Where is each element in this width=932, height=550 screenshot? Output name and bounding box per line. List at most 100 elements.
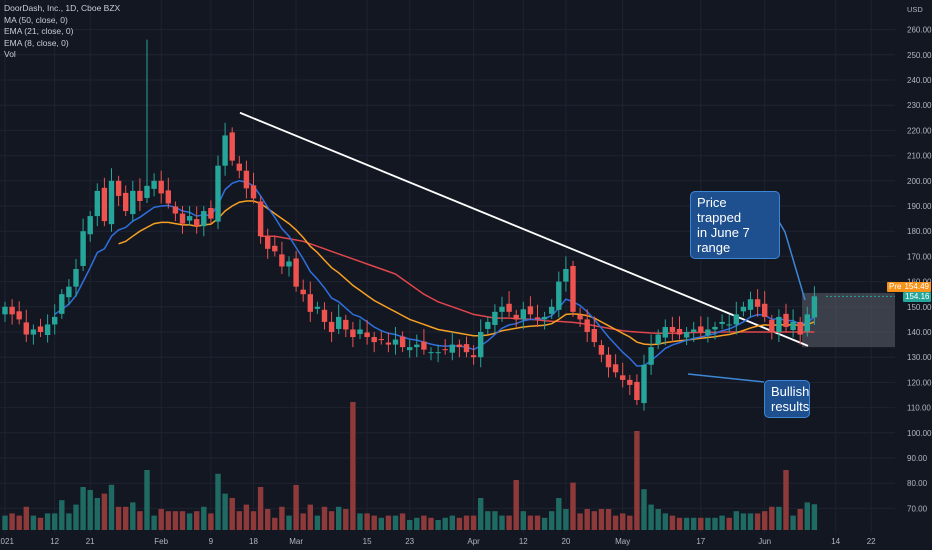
- candle-body: [740, 306, 747, 312]
- candle-body: [399, 336, 406, 348]
- candle-body: [591, 328, 597, 343]
- volume-bar: [59, 500, 65, 530]
- candle: [421, 328, 427, 355]
- legend-ma50: MA (50, close, 0): [4, 14, 68, 25]
- volume-bar: [804, 502, 810, 530]
- volume-bar: [137, 511, 143, 530]
- candle-body: [101, 187, 108, 222]
- candle: [527, 296, 534, 320]
- date-tick-label: 22: [867, 537, 876, 546]
- pre-value: 154.49: [904, 282, 929, 291]
- candle-body: [371, 337, 377, 343]
- candle-body: [719, 321, 725, 324]
- volume-bar: [762, 511, 768, 530]
- candle-body: [541, 316, 548, 320]
- candle: [534, 304, 541, 327]
- candle: [66, 279, 72, 305]
- candle-body: [527, 306, 534, 315]
- candle-body: [605, 354, 612, 368]
- price-axis: USD 70.00 80.00 90.00 100.00 110.00 120.00 130.…: [907, 5, 932, 513]
- volume-bar: [158, 509, 164, 530]
- candle: [428, 347, 434, 361]
- candle-body: [641, 364, 647, 404]
- candle-body: [328, 321, 335, 332]
- candle: [158, 170, 164, 204]
- candle-body: [279, 254, 285, 267]
- callout-range-pointer: [777, 219, 806, 301]
- volume-bar: [449, 515, 455, 530]
- candle: [215, 155, 221, 230]
- candle-body: [300, 289, 306, 295]
- candle-body: [392, 339, 399, 345]
- volume-bar: [541, 517, 548, 530]
- candle-body: [30, 329, 37, 335]
- candle-body: [222, 135, 228, 166]
- candle: [265, 228, 271, 259]
- legend-ema8: EMA (8, close, 0): [4, 37, 69, 48]
- volume-bar: [314, 515, 321, 530]
- candle: [556, 271, 562, 318]
- candle: [719, 314, 725, 329]
- volume-bar: [776, 506, 782, 530]
- candle-body: [563, 269, 569, 282]
- candle: [705, 316, 711, 343]
- candle: [598, 340, 605, 363]
- candle-body: [556, 281, 562, 310]
- candle-body: [343, 319, 349, 330]
- volume-bar: [151, 515, 157, 530]
- candle-body: [201, 211, 207, 227]
- candle-body: [94, 190, 100, 217]
- date-tick-label: 20: [561, 537, 570, 546]
- candle-body: [194, 219, 200, 227]
- candle-body: [442, 349, 448, 351]
- candle: [669, 316, 676, 343]
- candle-body: [492, 311, 498, 325]
- candle: [762, 291, 768, 322]
- volume-bar: [229, 498, 235, 530]
- price-tick-label: 130.00: [907, 353, 932, 362]
- candle: [478, 319, 484, 368]
- volume-bar: [470, 515, 477, 530]
- downtrend-line: [239, 111, 809, 347]
- candle-body: [627, 379, 633, 385]
- date-tick-label: May: [615, 537, 630, 546]
- candle: [620, 362, 626, 388]
- volume-bar: [101, 493, 108, 530]
- volume-bar: [243, 504, 250, 530]
- candle: [59, 289, 65, 319]
- volume-bar: [300, 513, 306, 530]
- candle-body: [59, 294, 65, 314]
- date-tick-label: 12: [519, 537, 528, 546]
- volume-bar: [747, 513, 754, 530]
- candle: [307, 281, 313, 322]
- candle-body: [321, 309, 328, 322]
- candle-body: [257, 201, 264, 237]
- volume-bar: [357, 513, 363, 530]
- candle-body: [620, 375, 626, 380]
- legend-volume: Vol: [4, 49, 16, 59]
- candle-body: [115, 180, 122, 196]
- candle-body: [470, 355, 477, 358]
- price-tick-label: 180.00: [907, 227, 932, 236]
- volume-bar: [754, 513, 761, 530]
- volume-bar: [790, 515, 796, 530]
- chart-legend: DoorDash, Inc., 1D, Cboe BZX MA (50, clo…: [4, 3, 120, 61]
- volume-bar: [733, 511, 739, 530]
- volume-bar: [208, 513, 214, 530]
- date-tick-label: Jun: [758, 537, 771, 546]
- candle-body: [186, 216, 193, 221]
- price-tick-label: 170.00: [907, 252, 932, 261]
- date-tick-label: 17: [696, 537, 705, 546]
- volume-bar: [2, 515, 8, 530]
- price-tick-label: 220.00: [907, 126, 932, 135]
- candle-body: [144, 185, 150, 198]
- candle-body: [691, 329, 697, 332]
- volume-bar: [16, 515, 22, 530]
- price-tick-label: 100.00: [907, 429, 932, 438]
- volume-bar: [499, 515, 505, 530]
- candle: [513, 309, 519, 327]
- candle: [236, 156, 242, 179]
- volume-bar: [520, 511, 526, 530]
